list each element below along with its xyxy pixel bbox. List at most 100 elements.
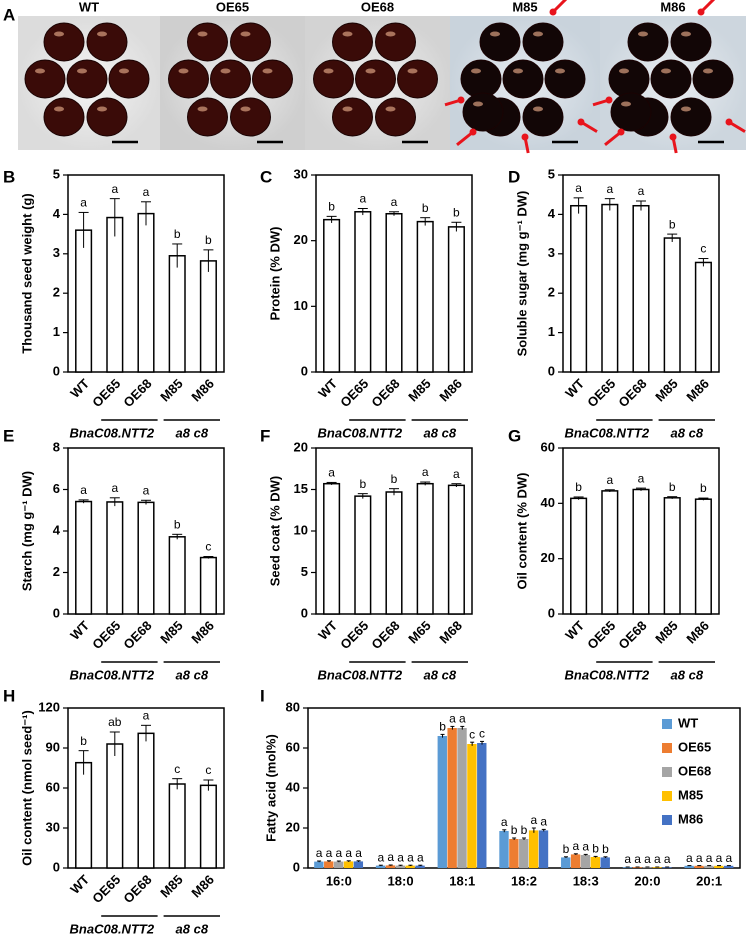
seed bbox=[86, 22, 128, 62]
significance-letter: b bbox=[453, 205, 460, 219]
x-tick-label: 20:1 bbox=[696, 873, 722, 888]
x-tick-label: OE65 bbox=[89, 872, 123, 906]
y-tick-label: 5 bbox=[301, 564, 308, 579]
seed bbox=[252, 59, 293, 99]
bar bbox=[168, 536, 186, 615]
y-tick-label: 80 bbox=[286, 699, 300, 714]
significance-letter: a bbox=[143, 185, 150, 199]
y-tick-label: 120 bbox=[38, 699, 60, 714]
seed-highlight bbox=[533, 31, 543, 37]
seed bbox=[610, 92, 652, 132]
significance-letter: a bbox=[686, 851, 693, 865]
seed-highlight bbox=[490, 31, 500, 37]
panel-label: G bbox=[508, 426, 521, 445]
x-tick-label: OE68 bbox=[368, 618, 402, 652]
seed bbox=[332, 22, 373, 62]
seed-highlight bbox=[240, 106, 251, 112]
seed bbox=[670, 22, 712, 62]
seed-highlight bbox=[473, 101, 483, 107]
significance-letter: a bbox=[634, 852, 641, 866]
significance-letter: a bbox=[387, 850, 394, 864]
bar bbox=[354, 495, 372, 615]
bar bbox=[323, 482, 341, 615]
seed-highlight bbox=[262, 68, 273, 74]
seed-highlight bbox=[220, 68, 231, 74]
bar bbox=[354, 211, 372, 373]
bar bbox=[416, 220, 434, 373]
significance-letter: b bbox=[592, 842, 599, 856]
significance-letter: b bbox=[205, 233, 212, 247]
panel-label: C bbox=[260, 167, 272, 186]
seed-highlight bbox=[323, 68, 334, 74]
bar bbox=[570, 854, 581, 868]
seed-highlight bbox=[533, 106, 543, 112]
seed-highlight bbox=[342, 31, 353, 37]
significance-letter: b bbox=[563, 842, 570, 856]
seed-highlight bbox=[97, 31, 107, 37]
seed bbox=[375, 97, 416, 137]
seed-highlight bbox=[471, 68, 481, 74]
y-axis-label: Oil content (nmol seed⁻¹) bbox=[19, 710, 34, 866]
x-tick-label: 20:0 bbox=[634, 873, 660, 888]
seed bbox=[479, 22, 521, 62]
y-tick-label: 20 bbox=[294, 439, 308, 454]
bar bbox=[684, 865, 694, 868]
significance-letter: a bbox=[449, 712, 456, 726]
significance-letter: a bbox=[453, 467, 460, 481]
significance-letter: a bbox=[422, 465, 429, 479]
significance-letter: a bbox=[326, 846, 333, 860]
significance-letter: b bbox=[669, 480, 676, 494]
x-tick-label: OE65 bbox=[89, 618, 123, 652]
group-label: a8 c8 bbox=[671, 667, 704, 682]
bar bbox=[600, 857, 610, 868]
seed bbox=[230, 97, 271, 137]
significance-letter: a bbox=[345, 846, 352, 860]
x-tick-label: 18:2 bbox=[511, 873, 537, 888]
bar bbox=[622, 867, 633, 868]
group-label: BnaC08.NTT2 bbox=[318, 425, 403, 440]
seed-highlight bbox=[385, 106, 396, 112]
seed-highlight bbox=[513, 68, 523, 74]
seed-highlight bbox=[703, 68, 713, 74]
bar bbox=[168, 255, 186, 373]
x-tick-label: M68 bbox=[436, 618, 464, 646]
seed bbox=[187, 22, 228, 62]
seed bbox=[544, 59, 586, 99]
y-tick-label: 0 bbox=[548, 605, 555, 620]
bar bbox=[704, 865, 714, 868]
sample-label: WT bbox=[79, 0, 99, 14]
y-tick-label: 60 bbox=[286, 739, 300, 754]
significance-letter: b bbox=[521, 823, 528, 837]
significance-letter: a bbox=[540, 815, 547, 829]
significance-letter: a bbox=[459, 712, 466, 726]
seed-highlight bbox=[407, 68, 418, 74]
seed bbox=[355, 59, 396, 99]
y-tick-label: 4 bbox=[53, 206, 61, 221]
panel-label: I bbox=[260, 686, 265, 705]
significance-letter: a bbox=[638, 471, 645, 485]
bar bbox=[75, 229, 93, 373]
legend-swatch bbox=[662, 743, 672, 753]
y-axis-label: Oil content (% DW) bbox=[514, 473, 529, 590]
seed bbox=[332, 97, 373, 137]
y-tick-label: 10 bbox=[294, 298, 308, 313]
bar bbox=[561, 857, 571, 868]
bar bbox=[570, 204, 588, 373]
x-tick-label: 16:0 bbox=[326, 873, 352, 888]
y-tick-label: 10 bbox=[294, 522, 308, 537]
bar bbox=[447, 226, 465, 373]
significance-letter: a bbox=[654, 852, 661, 866]
significance-letter: a bbox=[391, 195, 398, 209]
y-tick-label: 0 bbox=[293, 859, 300, 874]
significance-letter: b bbox=[669, 217, 676, 231]
seed bbox=[670, 97, 712, 137]
significance-letter: a bbox=[575, 181, 582, 195]
y-tick-label: 6 bbox=[53, 481, 60, 496]
significance-letter: c bbox=[205, 763, 211, 777]
bar bbox=[714, 865, 724, 868]
bar bbox=[632, 488, 650, 615]
significance-letter: b bbox=[391, 472, 398, 486]
seed bbox=[692, 59, 734, 99]
significance-letter: a bbox=[417, 850, 424, 864]
significance-letter: b bbox=[511, 823, 518, 837]
